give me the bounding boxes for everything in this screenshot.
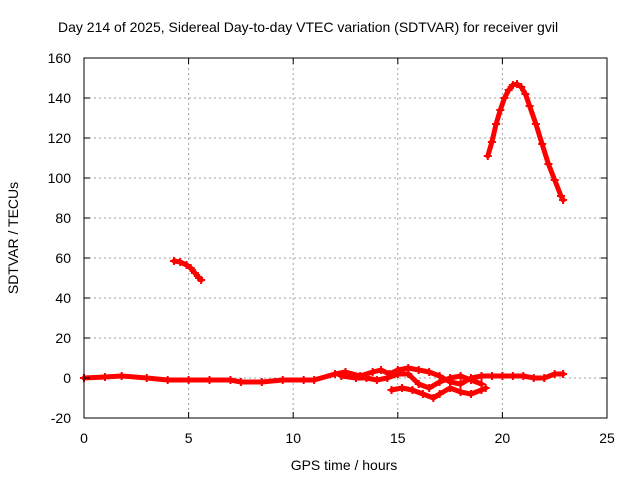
data-point <box>538 140 547 148</box>
data-point <box>487 372 496 380</box>
data-point <box>456 380 465 388</box>
data-point <box>500 94 509 102</box>
y-tick-label: 60 <box>55 250 71 266</box>
data-point <box>544 160 553 168</box>
data-point <box>492 120 501 128</box>
data-point <box>487 138 496 146</box>
data-point <box>393 370 402 378</box>
data-point <box>142 374 151 382</box>
x-tick-label: 15 <box>390 430 406 446</box>
data-point <box>525 102 534 110</box>
data-point <box>435 378 444 386</box>
data-point <box>446 374 455 382</box>
data-point <box>477 386 486 394</box>
data-point <box>414 380 423 388</box>
data-point <box>257 378 266 386</box>
x-tick-label: 5 <box>185 430 193 446</box>
data-point <box>383 374 392 382</box>
data-point <box>435 390 444 398</box>
y-tick-label: 120 <box>48 130 72 146</box>
chart-title: Day 214 of 2025, Sidereal Day-to-day VTE… <box>58 19 558 35</box>
x-tick-label: 10 <box>285 430 301 446</box>
data-point <box>372 376 381 384</box>
data-point <box>190 269 199 277</box>
data-point <box>351 374 360 382</box>
y-tick-label: 0 <box>63 370 71 386</box>
data-point <box>197 276 206 284</box>
data-point <box>467 390 476 398</box>
data-point <box>278 376 287 384</box>
y-tick-label: 80 <box>55 210 71 226</box>
y-tick-label: 160 <box>48 50 72 66</box>
data-point <box>425 384 434 392</box>
data-point <box>418 390 427 398</box>
data-point <box>481 384 490 392</box>
data-point <box>397 384 406 392</box>
data-point <box>408 386 417 394</box>
data-point <box>504 86 513 94</box>
y-tick-label: 40 <box>55 290 71 306</box>
data-point <box>531 120 540 128</box>
data-point <box>337 372 346 380</box>
data-point <box>496 106 505 114</box>
data-point <box>377 366 386 374</box>
y-axis-label: SDTVAR / TECUs <box>5 182 21 294</box>
y-tick-label: -20 <box>51 410 71 426</box>
data-point <box>529 374 538 382</box>
tick-marks <box>83 57 608 419</box>
data-point <box>519 372 528 380</box>
data-point <box>498 372 507 380</box>
data-point <box>163 376 172 384</box>
data-point <box>236 378 245 386</box>
data-point <box>387 386 396 394</box>
data-point <box>521 90 530 98</box>
data-point <box>540 374 549 382</box>
data-point <box>186 264 195 272</box>
data-point <box>184 376 193 384</box>
data-layer <box>80 80 568 402</box>
x-axis-label: GPS time / hours <box>291 457 398 473</box>
data-point <box>117 372 126 380</box>
data-point <box>513 80 522 88</box>
data-point <box>310 376 319 384</box>
tick-labels: 0 5 10 15 20 25 -20 0 20 40 60 80 100 120 140 160 <box>48 50 615 446</box>
data-point <box>559 196 568 204</box>
data-point <box>425 368 434 376</box>
data-point <box>483 152 492 160</box>
data-point <box>226 376 235 384</box>
data-point <box>182 261 191 269</box>
x-tick-label: 20 <box>495 430 511 446</box>
data-point <box>517 83 526 91</box>
data-point <box>456 372 465 380</box>
data-point <box>100 373 109 381</box>
data-point <box>550 176 559 184</box>
data-point <box>205 376 214 384</box>
data-point <box>414 366 423 374</box>
y-tick-label: 20 <box>55 330 71 346</box>
x-tick-label: 0 <box>80 430 88 446</box>
data-point <box>550 370 559 378</box>
data-point <box>176 258 185 266</box>
data-point <box>331 370 340 378</box>
data-point <box>299 376 308 384</box>
y-tick-label: 140 <box>48 90 72 106</box>
data-point <box>368 368 377 376</box>
plot-frame <box>83 57 608 419</box>
data-point <box>508 372 517 380</box>
data-point <box>404 370 413 378</box>
data-point <box>477 372 486 380</box>
data-point <box>467 376 476 384</box>
x-tick-label: 25 <box>599 430 615 446</box>
data-point <box>362 374 371 382</box>
data-point <box>446 384 455 392</box>
y-tick-label: 100 <box>48 170 72 186</box>
data-point <box>456 388 465 396</box>
data-point <box>559 370 568 378</box>
data-point <box>429 394 438 402</box>
